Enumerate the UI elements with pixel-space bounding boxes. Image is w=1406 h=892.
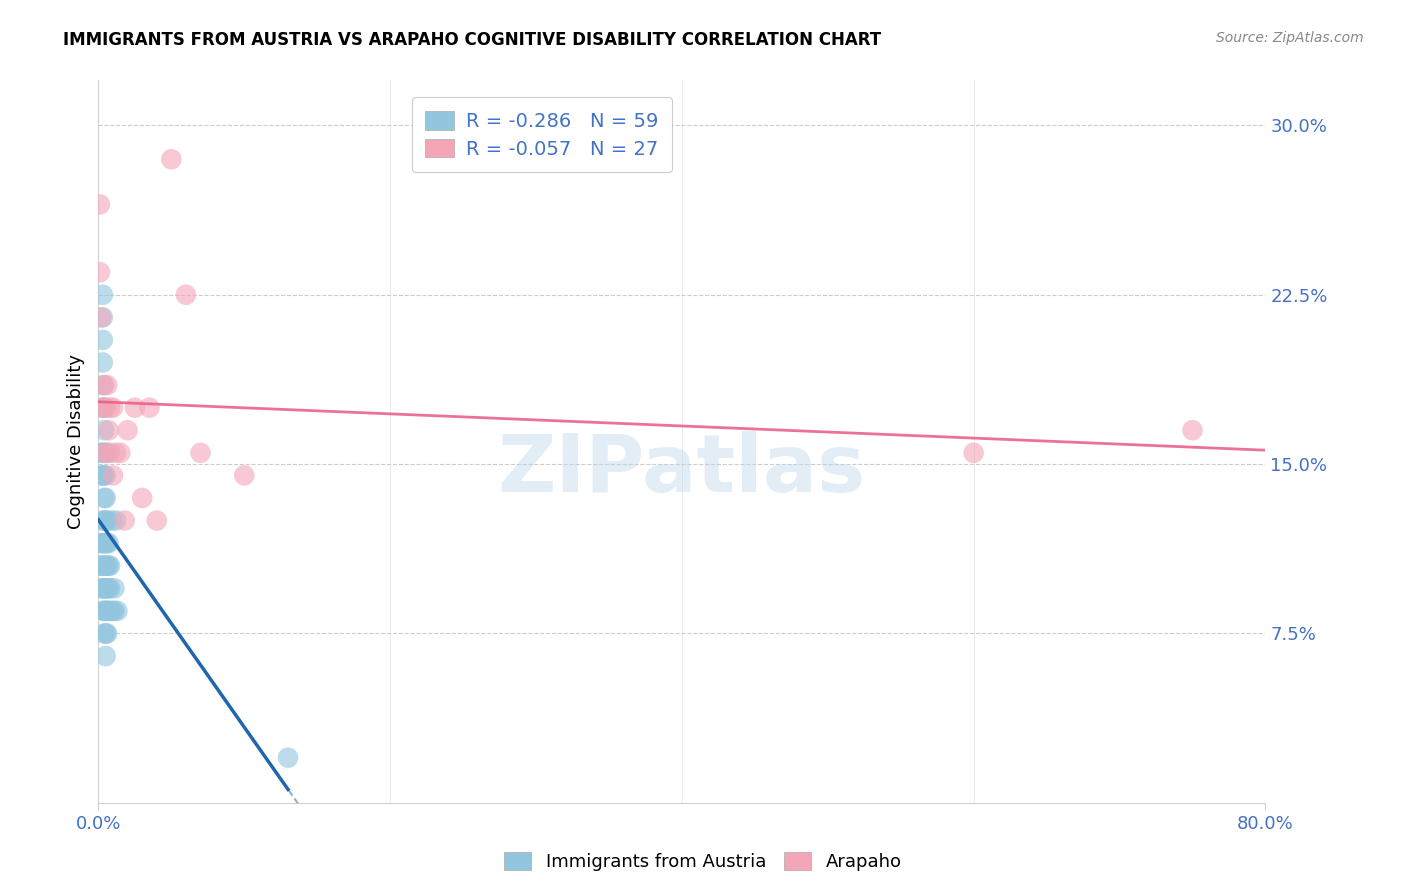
- Point: [160, 153, 183, 167]
- Point: [93, 514, 115, 528]
- Point: [962, 446, 984, 460]
- Point: [93, 423, 115, 437]
- Point: [94, 446, 117, 460]
- Point: [93, 446, 115, 460]
- Point: [98, 446, 121, 460]
- Point: [91, 604, 114, 618]
- Point: [93, 401, 115, 415]
- Point: [124, 401, 146, 415]
- Point: [96, 626, 118, 640]
- Point: [93, 491, 115, 505]
- Point: [91, 558, 114, 573]
- Point: [94, 648, 117, 663]
- Point: [91, 333, 114, 347]
- Point: [97, 536, 120, 550]
- Point: [101, 468, 124, 483]
- Point: [96, 582, 118, 596]
- Point: [104, 514, 127, 528]
- Point: [96, 514, 118, 528]
- Text: ZIPatlas: ZIPatlas: [498, 432, 866, 509]
- Point: [94, 582, 117, 596]
- Point: [91, 355, 114, 369]
- Point: [93, 626, 115, 640]
- Point: [103, 604, 125, 618]
- Point: [146, 514, 169, 528]
- Point: [94, 604, 117, 618]
- Point: [93, 536, 115, 550]
- Point: [93, 604, 115, 618]
- Y-axis label: Cognitive Disability: Cognitive Disability: [66, 354, 84, 529]
- Text: Source: ZipAtlas.com: Source: ZipAtlas.com: [1216, 31, 1364, 45]
- Point: [93, 558, 115, 573]
- Legend: R = -0.286   N = 59, R = -0.057   N = 27: R = -0.286 N = 59, R = -0.057 N = 27: [412, 97, 672, 172]
- Point: [1181, 423, 1204, 437]
- Point: [97, 582, 120, 596]
- Point: [91, 514, 114, 528]
- Point: [91, 378, 114, 392]
- Point: [101, 401, 124, 415]
- Point: [96, 604, 118, 618]
- Point: [96, 378, 118, 392]
- Point: [91, 287, 114, 301]
- Point: [91, 536, 114, 550]
- Point: [91, 401, 114, 415]
- Point: [94, 401, 117, 415]
- Point: [90, 310, 112, 325]
- Point: [190, 446, 212, 460]
- Point: [110, 446, 132, 460]
- Point: [100, 514, 122, 528]
- Point: [96, 536, 118, 550]
- Point: [89, 197, 111, 211]
- Text: IMMIGRANTS FROM AUSTRIA VS ARAPAHO COGNITIVE DISABILITY CORRELATION CHART: IMMIGRANTS FROM AUSTRIA VS ARAPAHO COGNI…: [63, 31, 882, 49]
- Point: [91, 468, 114, 483]
- Point: [97, 604, 120, 618]
- Point: [94, 514, 117, 528]
- Point: [91, 401, 114, 415]
- Point: [90, 468, 112, 483]
- Point: [138, 401, 160, 415]
- Point: [93, 582, 115, 596]
- Point: [98, 401, 121, 415]
- Point: [93, 468, 115, 483]
- Point: [114, 514, 136, 528]
- Point: [233, 468, 256, 483]
- Point: [90, 446, 112, 460]
- Point: [96, 558, 118, 573]
- Point: [94, 468, 117, 483]
- Point: [94, 558, 117, 573]
- Point: [90, 582, 112, 596]
- Point: [91, 446, 114, 460]
- Point: [94, 491, 117, 505]
- Point: [98, 604, 121, 618]
- Point: [117, 423, 139, 437]
- Point: [98, 558, 121, 573]
- Point: [97, 423, 120, 437]
- Point: [105, 604, 128, 618]
- Point: [91, 310, 114, 325]
- Point: [174, 287, 197, 301]
- Point: [93, 378, 115, 392]
- Point: [131, 491, 153, 505]
- Point: [91, 582, 114, 596]
- Point: [101, 604, 124, 618]
- Point: [103, 582, 125, 596]
- Legend: Immigrants from Austria, Arapaho: Immigrants from Austria, Arapaho: [498, 846, 908, 879]
- Point: [277, 750, 299, 764]
- Point: [98, 582, 121, 596]
- Point: [89, 558, 111, 573]
- Point: [94, 626, 117, 640]
- Point: [96, 446, 118, 460]
- Point: [90, 558, 112, 573]
- Point: [94, 536, 117, 550]
- Point: [90, 536, 112, 550]
- Point: [97, 558, 120, 573]
- Point: [89, 265, 111, 279]
- Point: [104, 446, 127, 460]
